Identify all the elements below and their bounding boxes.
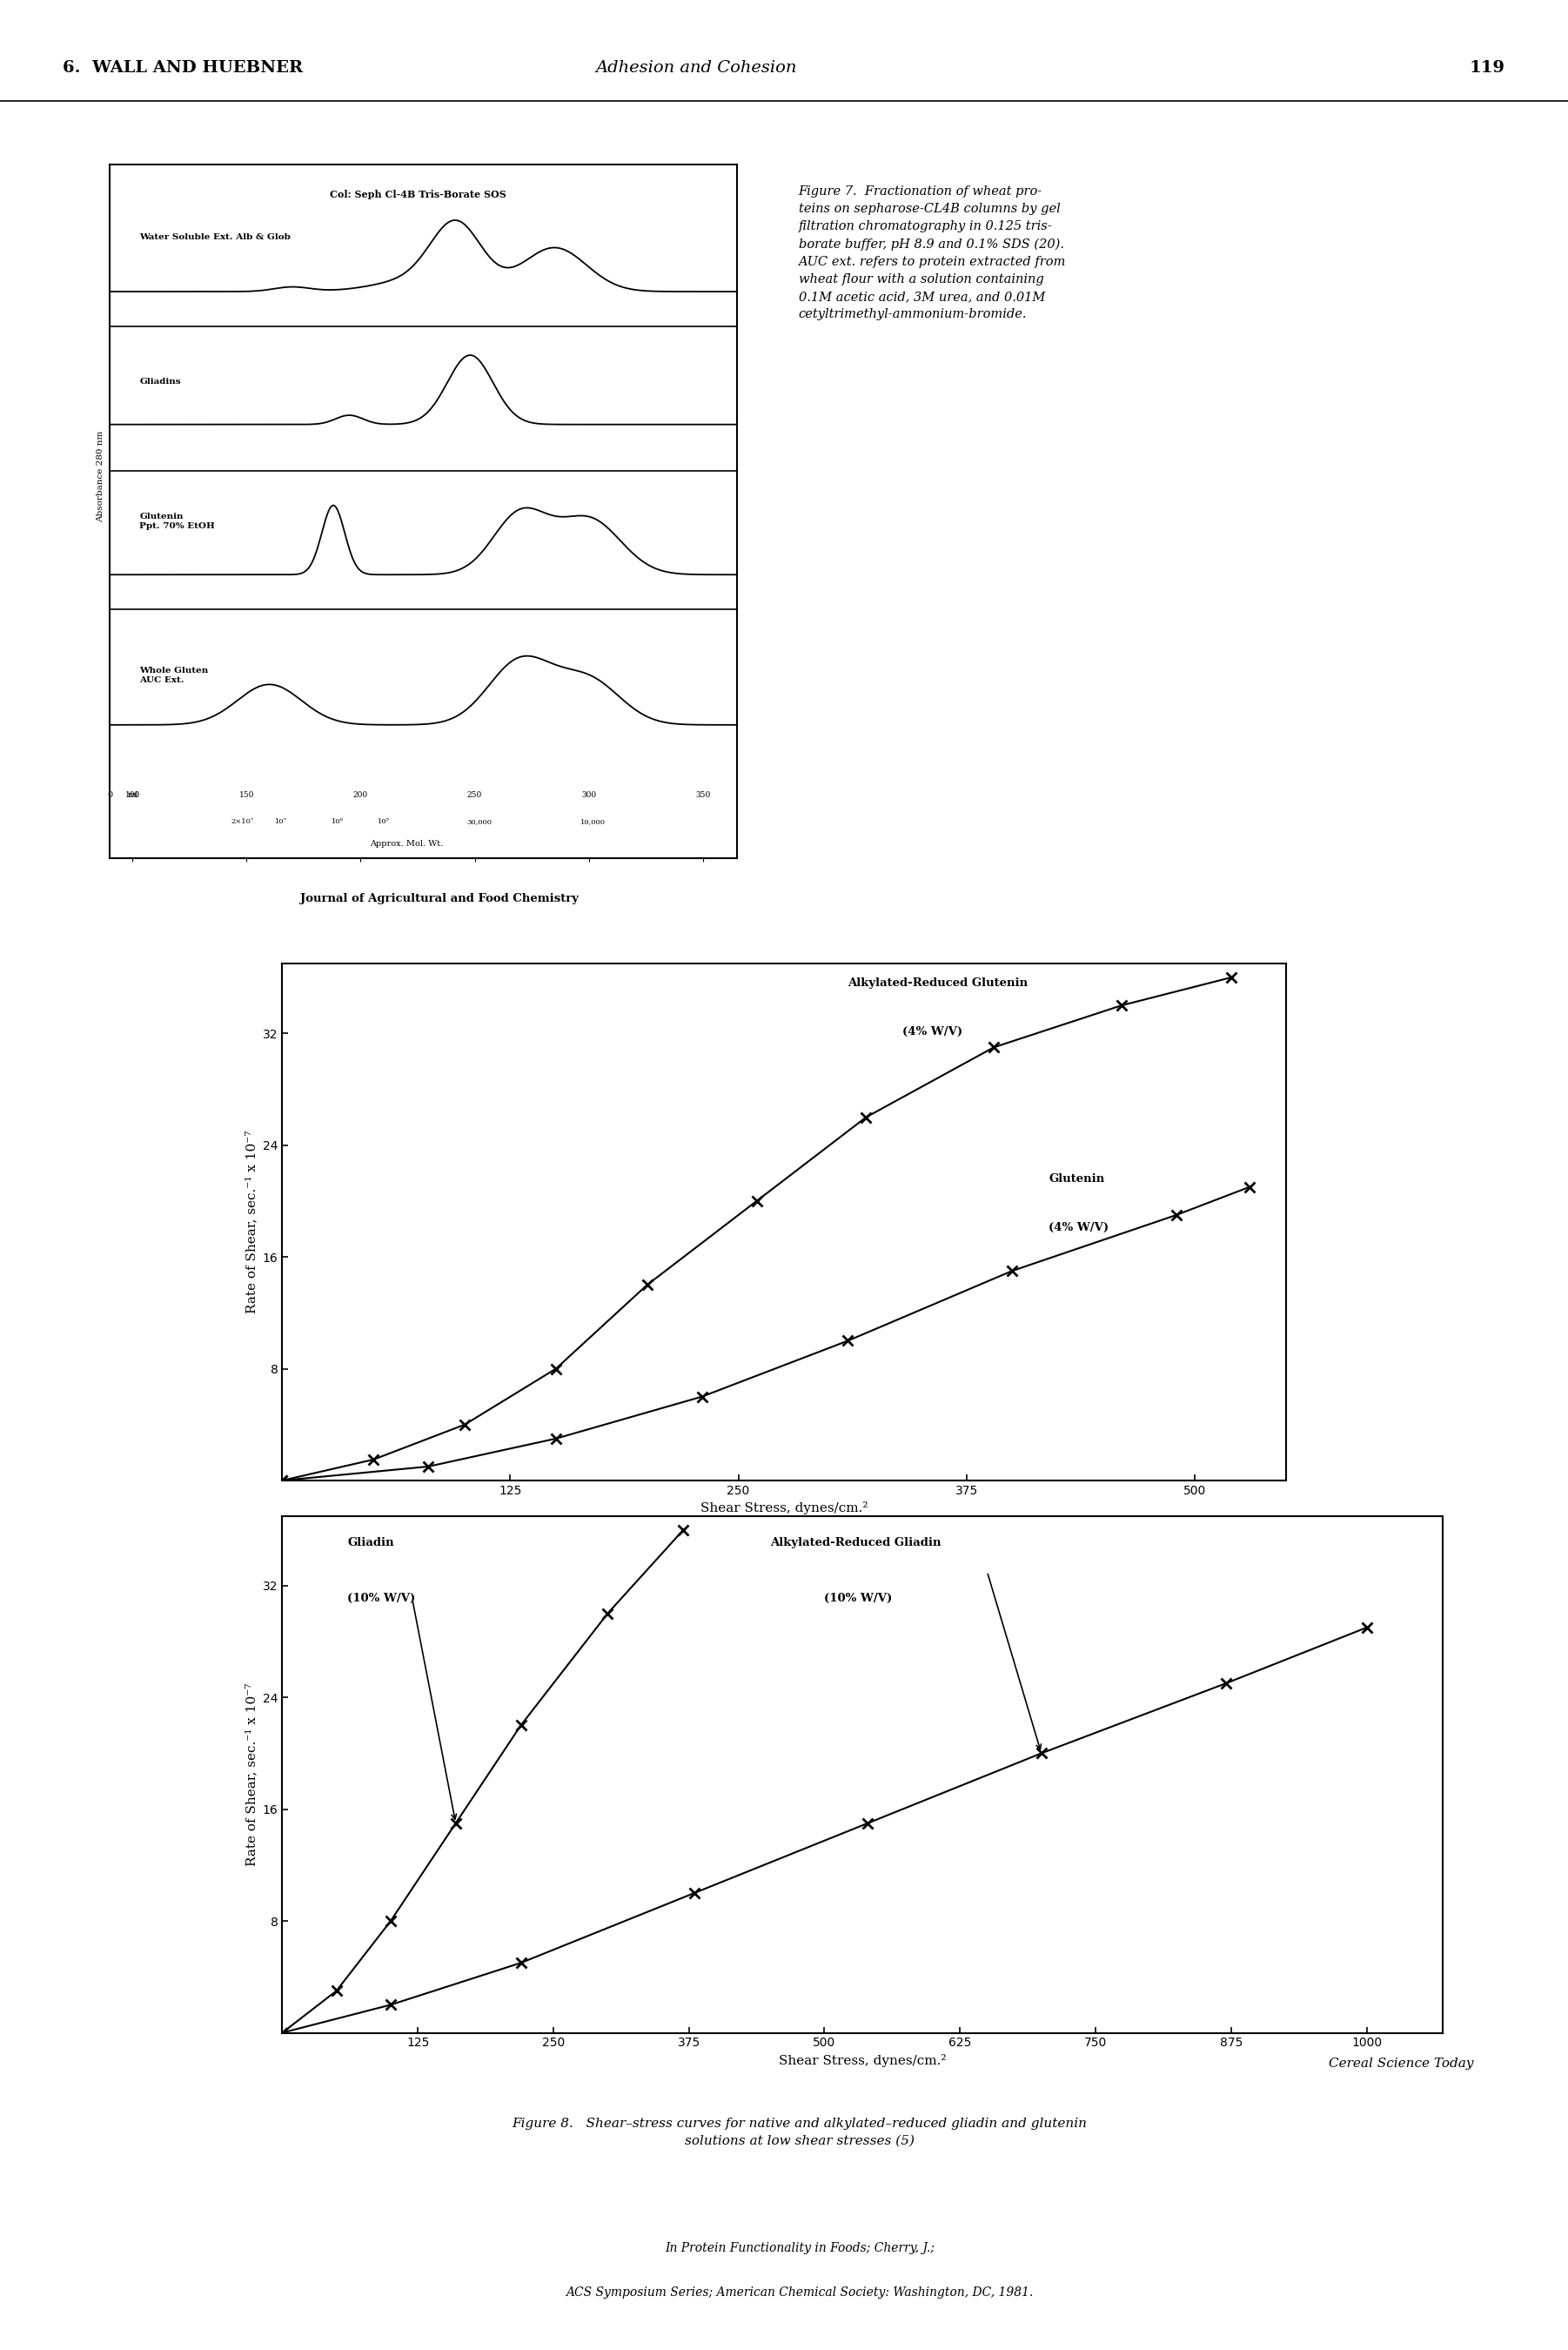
Text: 250: 250 [467, 792, 483, 799]
Text: 10⁷: 10⁷ [274, 818, 287, 825]
Text: (4% W/V): (4% W/V) [1049, 1222, 1109, 1234]
Text: (10% W/V): (10% W/V) [347, 1593, 416, 1605]
Text: 300: 300 [582, 792, 596, 799]
Text: ml: ml [127, 792, 138, 799]
Text: 119: 119 [1469, 61, 1505, 75]
Text: Gliadins: Gliadins [140, 378, 180, 385]
Text: Journal of Agricultural and Food Chemistry: Journal of Agricultural and Food Chemist… [299, 893, 579, 905]
Text: Figure 7.  Fractionation of wheat pro-
teins on sepharose-CL4B columns by gel
fi: Figure 7. Fractionation of wheat pro- te… [798, 186, 1066, 320]
Text: 30,000: 30,000 [467, 818, 492, 825]
Text: (10% W/V): (10% W/V) [825, 1593, 892, 1605]
Text: Glutenin
Ppt. 70% EtOH: Glutenin Ppt. 70% EtOH [140, 512, 215, 531]
Text: Gliadin: Gliadin [347, 1537, 394, 1549]
Text: Glutenin: Glutenin [1049, 1173, 1104, 1184]
Text: Alkylated-Reduced Gliadin: Alkylated-Reduced Gliadin [770, 1537, 941, 1549]
Text: 350: 350 [695, 792, 710, 799]
Text: Whole Gluten
AUC Ext.: Whole Gluten AUC Ext. [140, 667, 209, 684]
Text: 100: 100 [125, 792, 140, 799]
Y-axis label: Rate of Shear, sec.⁻¹ x 10⁻⁷: Rate of Shear, sec.⁻¹ x 10⁻⁷ [246, 1683, 257, 1866]
Text: 10,000: 10,000 [580, 818, 605, 825]
Text: In Protein Functionality in Foods; Cherry, J.;: In Protein Functionality in Foods; Cherr… [665, 2242, 935, 2254]
X-axis label: Shear Stress, dynes/cm.²: Shear Stress, dynes/cm.² [779, 2054, 946, 2068]
Text: 150: 150 [238, 792, 254, 799]
Text: 200: 200 [353, 792, 368, 799]
Text: (4% W/V): (4% W/V) [903, 1027, 963, 1039]
X-axis label: Shear Stress, dynes/cm.²: Shear Stress, dynes/cm.² [701, 1502, 867, 1516]
Text: 10⁵: 10⁵ [378, 818, 389, 825]
Text: 10⁶: 10⁶ [332, 818, 343, 825]
Text: Figure 8.   Shear–stress curves for native and alkylated–reduced gliadin and glu: Figure 8. Shear–stress curves for native… [513, 2117, 1087, 2146]
Text: 2×10⁷: 2×10⁷ [230, 818, 254, 825]
Text: Absorbance 280 nm: Absorbance 280 nm [97, 430, 105, 522]
Text: ACS Symposium Series; American Chemical Society: Washington, DC, 1981.: ACS Symposium Series; American Chemical … [566, 2287, 1033, 2298]
Text: Col: Seph Cl-4B Tris-Borate SOS: Col: Seph Cl-4B Tris-Borate SOS [329, 190, 506, 200]
Text: Cereal Science Today: Cereal Science Today [1330, 2056, 1474, 2070]
Text: Water Soluble Ext. Alb & Glob: Water Soluble Ext. Alb & Glob [140, 233, 290, 242]
Text: 6.  WALL AND HUEBNER: 6. WALL AND HUEBNER [63, 61, 303, 75]
Y-axis label: Rate of Shear, sec.⁻¹ x 10⁻⁷: Rate of Shear, sec.⁻¹ x 10⁻⁷ [246, 1130, 257, 1314]
Text: 0: 0 [107, 792, 113, 799]
Text: Alkylated-Reduced Glutenin: Alkylated-Reduced Glutenin [848, 978, 1029, 989]
Text: Approx. Mol. Wt.: Approx. Mol. Wt. [370, 839, 442, 848]
Text: Adhesion and Cohesion: Adhesion and Cohesion [596, 61, 797, 75]
